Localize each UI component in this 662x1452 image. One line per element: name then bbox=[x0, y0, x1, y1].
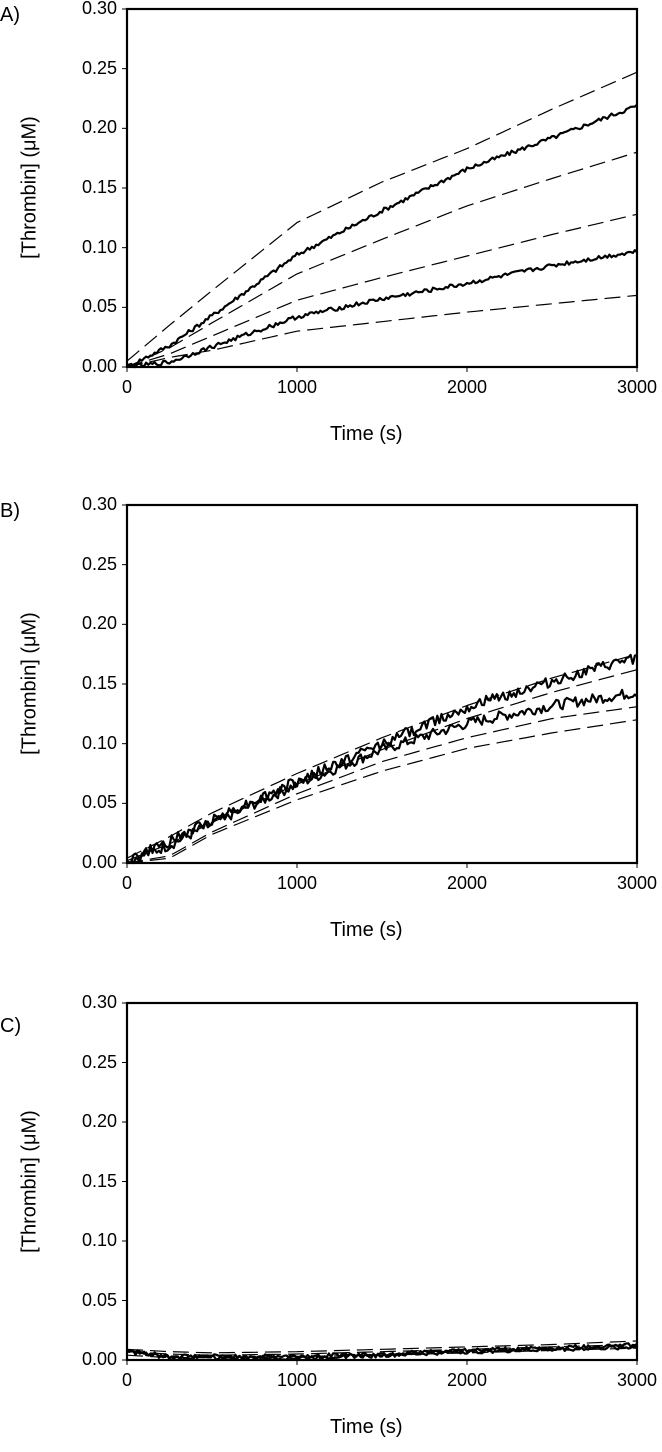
y-tick-label: 0.20 bbox=[81, 1111, 117, 1131]
fit-curve bbox=[126, 653, 638, 859]
y-axis-title: [Thrombin] (μM) bbox=[18, 1110, 41, 1253]
y-tick-label: 0.00 bbox=[81, 852, 117, 872]
plot-area bbox=[122, 7, 639, 372]
fit-curve bbox=[126, 151, 638, 368]
fit-curve bbox=[126, 706, 638, 864]
y-tick-label: 0.05 bbox=[81, 792, 117, 813]
x-tick-label: 1000 bbox=[276, 377, 318, 397]
fit-curve bbox=[126, 294, 638, 368]
x-tick-label: 1000 bbox=[276, 1370, 318, 1390]
x-tick-label: 3000 bbox=[616, 377, 658, 397]
y-tick-label: 0.30 bbox=[81, 494, 117, 514]
fit-curve bbox=[126, 71, 638, 362]
y-tick-label: 0.30 bbox=[81, 0, 117, 18]
panel-b: B) [Thrombin] (μM) Time (s) 0.00 0.05 0.10… bbox=[0, 494, 658, 941]
panel-label: C) bbox=[0, 1015, 22, 1037]
plot-frame bbox=[125, 1001, 639, 1362]
plot-area bbox=[122, 503, 639, 868]
panel-label: B) bbox=[0, 500, 20, 522]
x-tick-label: 2000 bbox=[446, 377, 488, 397]
fit-curve bbox=[126, 1347, 638, 1359]
y-tick-label: 0.10 bbox=[81, 236, 117, 257]
y-tick-label: 0.20 bbox=[81, 613, 117, 634]
x-tick-label: 2000 bbox=[446, 873, 488, 893]
x-tick-label: 0 bbox=[121, 873, 132, 893]
fit-curve bbox=[126, 213, 638, 368]
x-tick-label: 3000 bbox=[616, 873, 658, 893]
y-tick-label: 0.00 bbox=[81, 356, 117, 376]
data-trace bbox=[126, 249, 638, 369]
fit-curve bbox=[126, 1343, 638, 1356]
y-tick-label: 0.10 bbox=[81, 732, 117, 753]
y-tick-label: 0.10 bbox=[81, 1230, 117, 1250]
y-tick-label: 0.25 bbox=[81, 57, 117, 78]
y-tick-label: 0.15 bbox=[81, 177, 117, 197]
y-tick-label: 0.25 bbox=[81, 553, 117, 574]
x-tick-label: 1000 bbox=[276, 873, 318, 893]
fit-curve bbox=[126, 1340, 638, 1354]
x-tick-label: 0 bbox=[121, 1370, 132, 1390]
data-trace bbox=[126, 688, 638, 865]
y-tick-label: 0.15 bbox=[81, 673, 117, 693]
y-tick-label: 0.15 bbox=[81, 1170, 117, 1191]
y-tick-label: 0.00 bbox=[81, 1349, 117, 1369]
x-tick-label: 0 bbox=[121, 377, 132, 397]
y-tick-label: 0.05 bbox=[81, 1289, 117, 1310]
data-trace bbox=[126, 103, 638, 368]
y-tick-label: 0.30 bbox=[81, 992, 117, 1012]
x-axis-title: Time (s) bbox=[330, 1416, 403, 1438]
panel-a: A) [Thrombin] (μM) Time (s) 0.00 0.05 0.10… bbox=[0, 0, 662, 470]
y-tick-label: 0.20 bbox=[81, 117, 117, 138]
x-axis-title: Time (s) bbox=[330, 919, 403, 941]
y-tick-label: 0.05 bbox=[81, 296, 117, 317]
x-tick-label: 2000 bbox=[446, 1370, 488, 1390]
x-axis-title: Time (s) bbox=[330, 423, 403, 445]
y-tick-label: 0.25 bbox=[81, 1051, 117, 1072]
panel-label: A) bbox=[0, 4, 20, 26]
x-tick-label: 3000 bbox=[616, 1370, 658, 1390]
fit-curve bbox=[126, 719, 638, 864]
